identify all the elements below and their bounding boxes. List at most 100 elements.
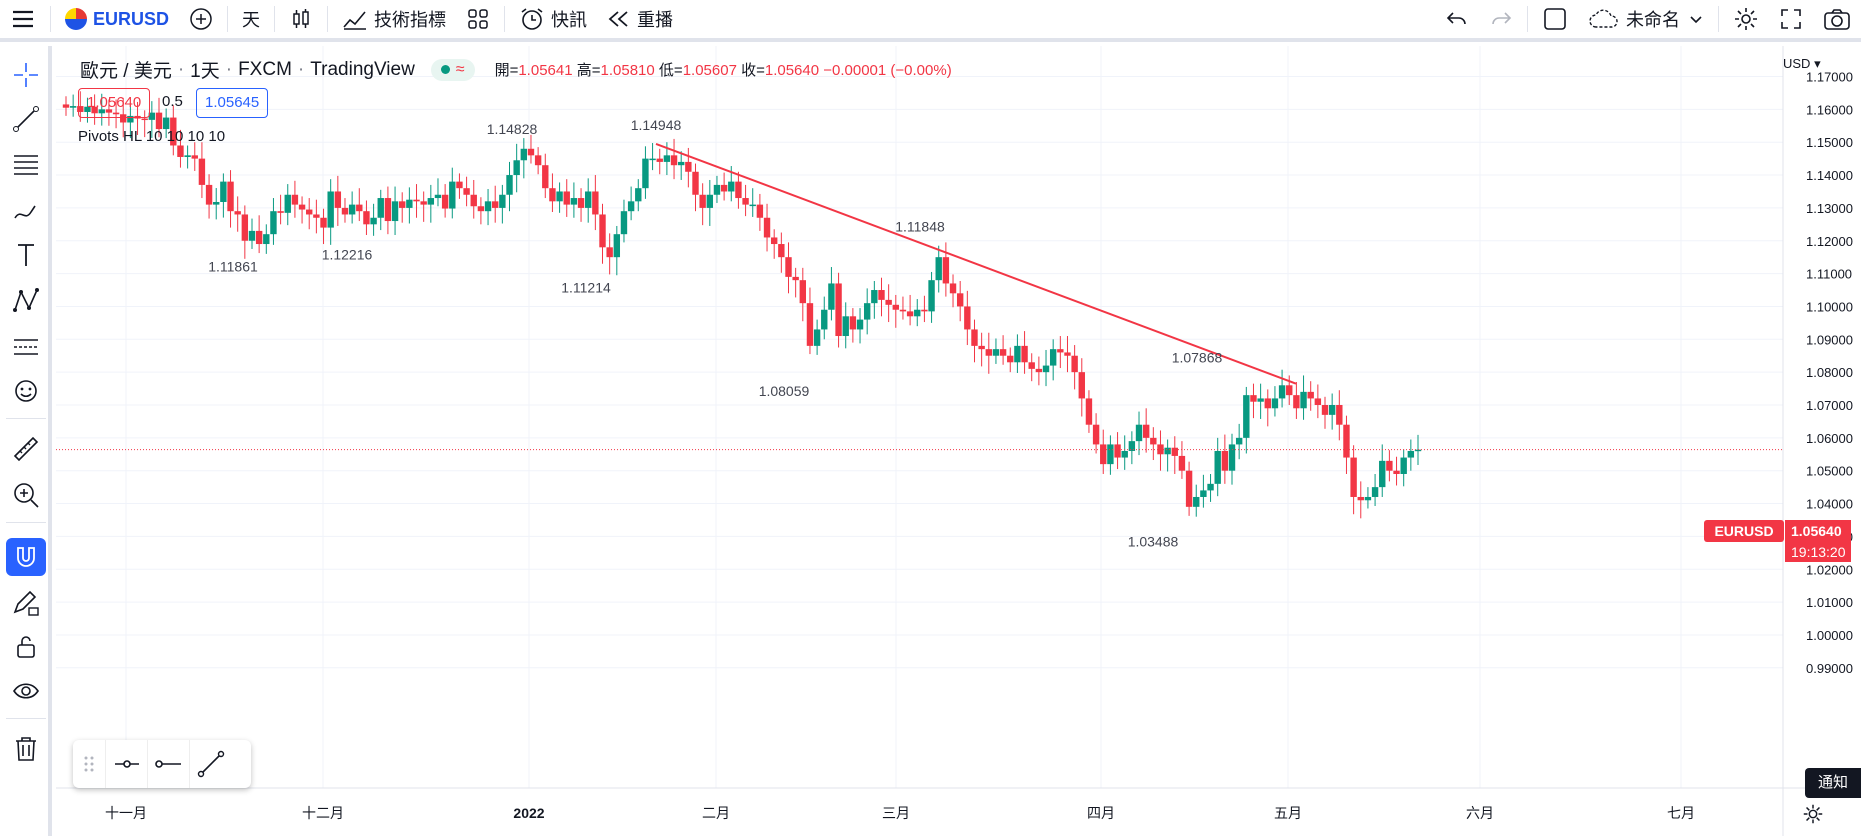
indicators-button[interactable]: 技術指標 — [332, 0, 456, 38]
time-tick-label: 二月 — [702, 805, 730, 821]
bar-countdown: 19:13:20 — [1785, 542, 1851, 562]
horizontal-ray-button[interactable] — [105, 740, 147, 788]
remove-drawings-tool[interactable] — [6, 730, 46, 768]
sell-price-button[interactable]: 1.05640 — [78, 88, 151, 118]
layout-templates-button[interactable] — [456, 0, 500, 38]
candle-body — [1078, 372, 1085, 399]
separator — [504, 6, 506, 32]
candle-body — [1007, 355, 1014, 363]
measure-tool[interactable] — [6, 430, 46, 468]
crosshair-tool[interactable] — [6, 56, 46, 94]
candle-body — [892, 304, 899, 310]
buy-price-button[interactable]: 1.05645 — [196, 88, 269, 118]
candle-body — [585, 191, 592, 208]
prediction-tool[interactable] — [6, 328, 46, 366]
candle-body — [813, 329, 821, 346]
replay-button[interactable]: 重播 — [597, 0, 683, 38]
candle-body — [971, 329, 978, 346]
candle-body — [828, 283, 835, 310]
menu-button[interactable] — [0, 0, 46, 38]
trend-line-button[interactable] — [189, 740, 231, 788]
lock-drawings-tool[interactable] — [6, 628, 46, 666]
candle-body — [470, 194, 477, 207]
market-status-badge[interactable]: ≈ — [430, 58, 475, 81]
trash-icon — [16, 737, 36, 761]
candle-body — [778, 244, 785, 258]
fib-tool[interactable] — [6, 146, 46, 184]
candle-body — [320, 217, 327, 228]
fullscreen-button[interactable] — [1769, 0, 1813, 38]
notification-tooltip[interactable]: 通知 — [1805, 768, 1861, 798]
candle-body — [341, 207, 349, 215]
price-axis: 1.17000 1.16000 1.15000 1.14000 1.13000 1.120… — [1782, 46, 1853, 836]
zoom-tool[interactable] — [6, 476, 46, 514]
separator — [227, 6, 229, 32]
candle-body — [1343, 424, 1350, 458]
candle-body — [885, 299, 892, 305]
settings-button[interactable] — [1723, 0, 1769, 38]
high-label: 高= — [576, 62, 601, 79]
price-tick-label: 1.02000 — [1806, 562, 1853, 577]
icons-tool[interactable] — [6, 372, 46, 410]
text-tool[interactable] — [6, 236, 46, 274]
currency-selector[interactable]: USD ▾ — [1783, 56, 1821, 72]
candle-body — [499, 194, 506, 208]
candle-body — [1028, 362, 1035, 369]
candle-body — [1085, 398, 1093, 425]
axis-settings-button[interactable] — [1801, 802, 1827, 828]
candle-body — [863, 303, 871, 320]
trendline-tool[interactable] — [6, 100, 46, 138]
indicators-label: 技術指標 — [374, 10, 447, 30]
symbol-label: EURUSD — [93, 8, 170, 29]
symbol-search-button[interactable]: EURUSD — [55, 0, 179, 38]
indicator-name: Pivots HL — [78, 128, 142, 145]
price-tick-label: 1.08000 — [1806, 365, 1853, 380]
floating-drawing-toolbar — [73, 740, 251, 788]
save-layout-button[interactable]: 未命名 — [1578, 0, 1714, 38]
snapshot-button[interactable] — [1813, 0, 1861, 38]
candle-body — [384, 198, 392, 222]
alerts-button[interactable]: 快訊 — [509, 0, 597, 38]
compare-symbol-button[interactable] — [179, 0, 223, 38]
separator — [327, 6, 329, 32]
candle-body — [670, 155, 678, 166]
candle-body — [227, 181, 234, 212]
select-layout-button[interactable] — [1532, 0, 1578, 38]
time-tick-label: 七月 — [1667, 805, 1695, 821]
candle-body — [713, 184, 721, 195]
candle-body — [127, 115, 134, 123]
pattern-icon — [13, 288, 39, 312]
low-value: 1.05607 — [682, 62, 737, 79]
price-chart[interactable]: 1.11861 1.12216 1.14828 1.11214 1.14948 1.118… — [56, 46, 1861, 836]
hide-drawings-tool[interactable] — [6, 672, 46, 710]
brush-tool[interactable] — [6, 192, 46, 230]
chart-type-button[interactable] — [279, 0, 323, 38]
unlock-icon — [17, 636, 35, 658]
pattern-tool[interactable] — [6, 282, 46, 320]
candle-body — [1271, 398, 1279, 409]
legend-pair[interactable]: 歐元 / 美元 — [80, 61, 172, 82]
candle-body — [306, 209, 313, 215]
candle-body — [556, 191, 563, 202]
redo-button[interactable] — [1479, 0, 1523, 38]
candle-body — [413, 199, 420, 202]
price-tick-label: 1.13000 — [1806, 201, 1853, 216]
candle-body — [98, 109, 105, 114]
indicator-legend[interactable]: Pivots HL 10 10 10 10 — [78, 128, 225, 145]
candle-body — [549, 188, 556, 202]
interval-button[interactable]: 天 — [242, 10, 261, 30]
pivot-label: 1.11848 — [895, 219, 945, 235]
magnet-tool[interactable] — [6, 538, 46, 576]
candle-body — [399, 201, 406, 208]
candle-body — [1250, 395, 1257, 402]
drag-handle[interactable] — [73, 740, 105, 788]
candle-body — [69, 106, 77, 108]
undo-button[interactable] — [1435, 0, 1479, 38]
candle-body — [663, 155, 671, 162]
price-tick-label: 1.04000 — [1806, 497, 1853, 512]
ray-button[interactable] — [147, 740, 189, 788]
price-tick-label: 1.14000 — [1806, 168, 1853, 183]
stay-in-drawing-tool[interactable] — [6, 584, 46, 622]
candle-body — [162, 117, 170, 130]
